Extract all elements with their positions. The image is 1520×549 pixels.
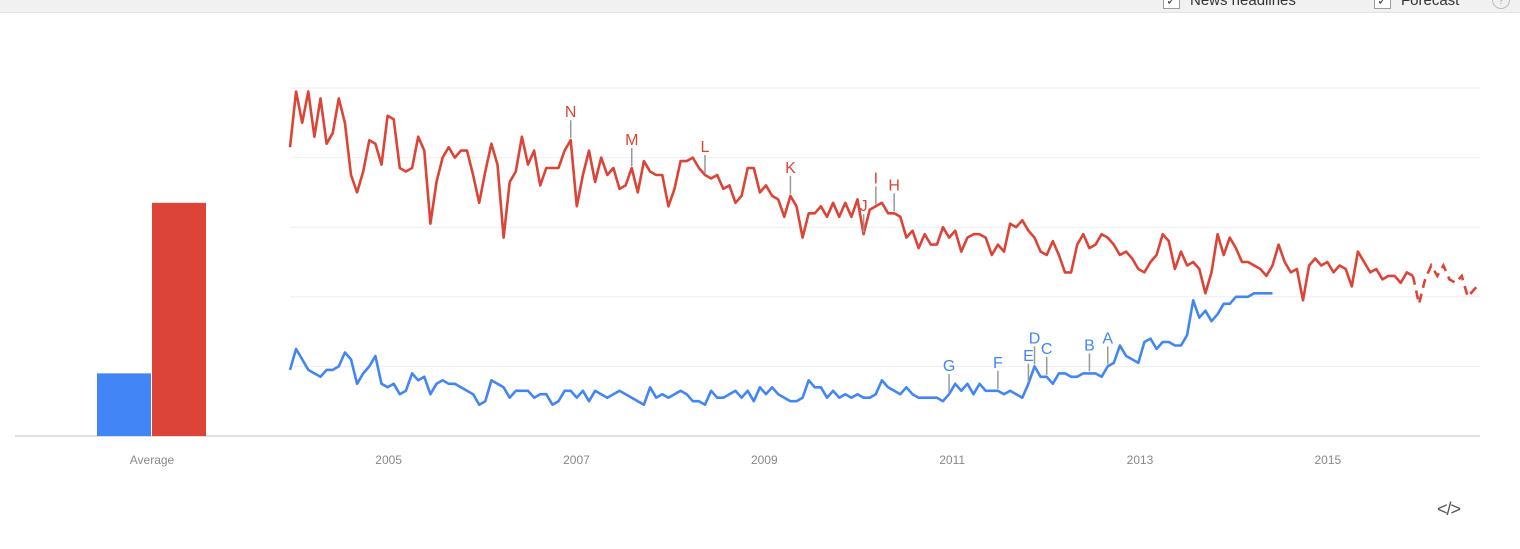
annotation-label: G <box>943 358 955 375</box>
checkbox-icon[interactable]: ✓ <box>1163 0 1180 9</box>
forecast-line <box>1411 262 1481 305</box>
annotation-label: K <box>785 160 796 177</box>
news-headlines-toggle[interactable]: ✓ News headlines <box>1163 0 1296 9</box>
annotation-label: M <box>625 132 638 149</box>
annotation-label: C <box>1041 341 1053 358</box>
forecast-label: Forecast <box>1401 0 1460 9</box>
annotation-label: I <box>874 170 878 187</box>
series-line <box>288 90 1414 302</box>
annotation-label: L <box>701 139 710 156</box>
annotation-label: J <box>860 198 868 215</box>
series-line <box>288 291 1273 407</box>
average-bar <box>97 373 151 436</box>
annotation-label: E <box>1023 348 1034 365</box>
annotation-label: B <box>1084 337 1095 354</box>
average-label: Average <box>130 453 175 467</box>
annotation-label: F <box>993 355 1003 372</box>
x-tick-label: 2011 <box>939 453 965 467</box>
average-bar <box>152 202 206 436</box>
x-tick-label: 2015 <box>1314 453 1341 467</box>
annotation-label: A <box>1102 330 1113 347</box>
annotation-label: H <box>888 177 900 194</box>
x-tick-label: 2007 <box>563 453 590 467</box>
x-tick-label: 2005 <box>375 453 402 467</box>
annotation-label: N <box>565 104 577 121</box>
news-headlines-label: News headlines <box>1190 0 1296 9</box>
checkbox-icon[interactable]: ✓ <box>1374 0 1391 9</box>
x-tick-label: 2013 <box>1127 453 1154 467</box>
x-tick-label: 2009 <box>751 453 778 467</box>
annotation-label: D <box>1029 330 1041 347</box>
toolbar-strip <box>0 0 1520 13</box>
forecast-toggle[interactable]: ✓ Forecast <box>1374 0 1459 9</box>
embed-code-icon[interactable]: </> <box>1437 499 1461 519</box>
